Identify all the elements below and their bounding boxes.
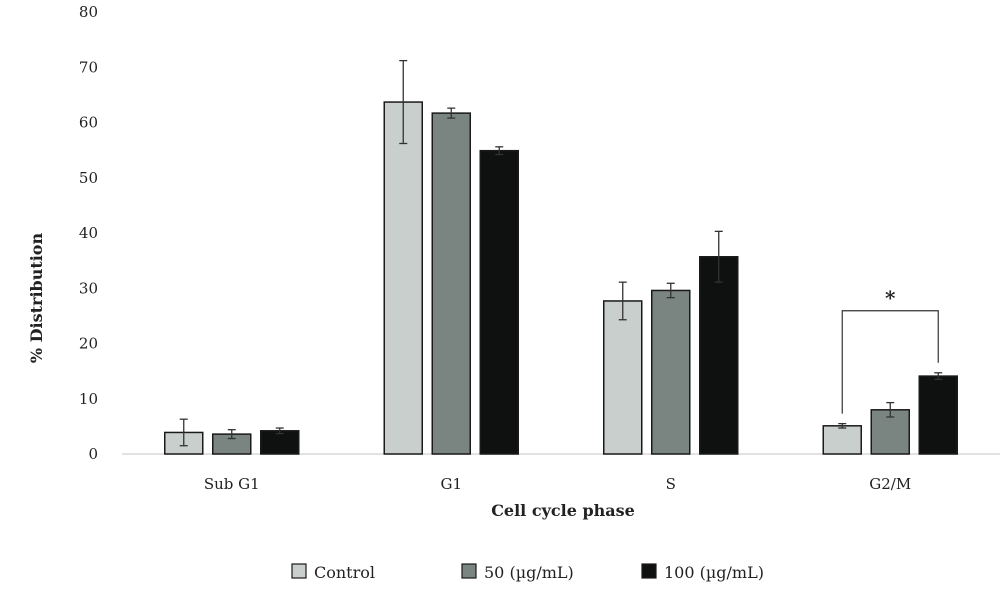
legend-swatch	[291, 563, 307, 579]
legend-item: Control	[291, 563, 375, 582]
x-tick-label: S	[666, 475, 676, 493]
y-tick-label: 30	[79, 279, 98, 297]
y-tick-label: 70	[79, 58, 98, 76]
legend-swatch	[461, 563, 477, 579]
legend: Control 50 (µg/mL) 100 (µg/mL)	[291, 563, 764, 582]
x-axis-tick-labels: Sub G1 G1 S G2/M	[204, 475, 911, 493]
y-tick-label: 40	[79, 224, 98, 242]
y-tick-label: 80	[79, 3, 98, 21]
bar-group	[603, 230, 739, 455]
legend-label: 100 (µg/mL)	[664, 563, 764, 582]
bar-group	[164, 418, 300, 455]
bar	[479, 149, 519, 455]
legend-label: Control	[314, 563, 375, 582]
significance-bracket	[841, 310, 939, 414]
x-tick-label: G2/M	[869, 475, 911, 493]
bar-group	[383, 59, 519, 455]
bar	[699, 256, 739, 455]
y-tick-label: 0	[88, 445, 98, 463]
significance-mark: *	[885, 286, 896, 310]
bar-groups	[164, 59, 958, 455]
legend-item: 50 (µg/mL)	[461, 563, 574, 582]
x-tick-label: G1	[440, 475, 462, 493]
legend-item: 100 (µg/mL)	[641, 563, 764, 582]
y-tick-label: 20	[79, 335, 98, 353]
bar	[431, 112, 471, 455]
y-tick-label: 50	[79, 169, 98, 187]
x-axis-title: Cell cycle phase	[491, 501, 635, 520]
bar	[822, 425, 862, 455]
bar	[651, 289, 691, 455]
bar	[603, 300, 643, 455]
y-tick-label: 10	[79, 390, 98, 408]
x-tick-label: Sub G1	[204, 475, 260, 493]
bar-group	[822, 372, 958, 455]
bar	[260, 430, 300, 455]
bar	[383, 101, 423, 455]
legend-label: 50 (µg/mL)	[484, 563, 574, 582]
y-tick-label: 60	[79, 114, 98, 132]
y-axis-tick-labels: 0 10 20 30 40 50 60 70 80	[79, 3, 98, 463]
legend-swatch	[641, 563, 657, 579]
significance-annotations: *	[841, 286, 939, 414]
bar	[918, 375, 958, 455]
y-axis-title: % Distribution	[27, 233, 46, 364]
